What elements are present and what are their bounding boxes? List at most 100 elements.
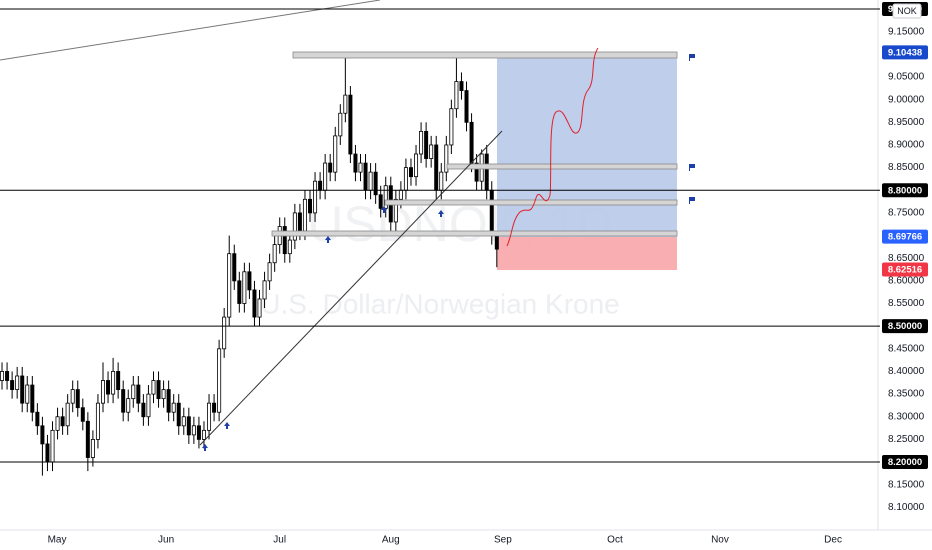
candle-body xyxy=(5,371,10,381)
watermark-description: U.S. Dollar/Norwegian Krone xyxy=(260,288,620,319)
flags xyxy=(689,54,695,204)
candle-body xyxy=(242,271,247,304)
resistance-zone xyxy=(292,51,678,59)
flag xyxy=(689,164,695,171)
price-label: 8.50000 xyxy=(888,321,922,332)
candle-body xyxy=(302,198,307,232)
candle-body xyxy=(50,429,55,463)
candle-body xyxy=(75,389,80,409)
candle-body xyxy=(464,90,469,123)
candle-body xyxy=(95,402,100,440)
candle-body xyxy=(227,253,232,318)
candle-body xyxy=(176,402,181,427)
arrow-up xyxy=(438,210,444,217)
y-tick-label: 8.40000 xyxy=(888,366,925,377)
candle-body xyxy=(121,389,126,413)
candle-body xyxy=(469,121,474,164)
arrow-up xyxy=(325,236,331,243)
drawings-back xyxy=(497,52,677,270)
x-tick-label: Nov xyxy=(711,535,729,546)
candles xyxy=(0,54,499,476)
candle-body xyxy=(403,167,408,191)
candle-body xyxy=(419,130,424,155)
candle-body xyxy=(444,144,449,173)
candle-body xyxy=(429,144,434,159)
candle-body xyxy=(0,371,5,381)
candle-body xyxy=(131,384,136,400)
y-tick-label: 8.55000 xyxy=(888,298,925,309)
projection xyxy=(506,47,599,247)
arrow-up xyxy=(202,444,208,451)
candle-body xyxy=(10,380,15,390)
y-tick-label: 8.15000 xyxy=(888,479,925,490)
candle-body xyxy=(80,407,85,422)
candle-body xyxy=(111,371,116,395)
candle-body xyxy=(414,153,419,178)
zone xyxy=(384,199,678,206)
y-tick-label: 8.65000 xyxy=(888,253,925,264)
candle-body xyxy=(191,425,196,436)
price-badge xyxy=(882,455,928,470)
candle-body xyxy=(333,135,338,173)
candle-body xyxy=(196,425,201,440)
candle-body xyxy=(272,244,277,264)
currency: NOK xyxy=(897,6,917,16)
candle-body xyxy=(363,162,368,191)
candle-body xyxy=(156,380,161,400)
candle-body xyxy=(161,389,166,400)
candle-body xyxy=(247,271,252,291)
candle-body xyxy=(449,108,454,146)
candle-body xyxy=(65,402,70,427)
candle-body xyxy=(484,153,489,191)
y-tick-label: 8.25000 xyxy=(888,434,925,445)
x-tick-label: Jul xyxy=(273,535,286,546)
candle-body xyxy=(308,198,313,214)
candle-body xyxy=(181,416,186,427)
candle-body xyxy=(373,171,378,196)
candle-body xyxy=(287,239,292,255)
price-badge xyxy=(882,262,928,277)
candle-body xyxy=(378,194,383,209)
candle-body xyxy=(343,94,348,114)
candle-body xyxy=(252,289,257,318)
candle-body xyxy=(35,411,40,427)
x-tick-label: Sep xyxy=(494,535,512,546)
price-label: 9.10438 xyxy=(888,47,922,58)
candle-body xyxy=(40,425,45,445)
flag xyxy=(689,197,695,204)
candle-body xyxy=(90,439,95,458)
candle-body xyxy=(85,420,90,458)
candle-body xyxy=(25,384,30,404)
candle-body xyxy=(434,144,439,191)
flag xyxy=(689,54,695,61)
candle-body xyxy=(201,429,206,440)
candle-body xyxy=(166,389,171,413)
candle-body xyxy=(398,189,403,200)
y-tick-label: 8.85000 xyxy=(888,162,925,173)
zone xyxy=(271,230,678,237)
y-tick-label: 8.90000 xyxy=(888,140,925,151)
candle-body xyxy=(237,280,242,304)
candle-body xyxy=(45,443,50,463)
candle-body xyxy=(212,402,217,413)
y-tick-label: 8.75000 xyxy=(888,208,925,219)
y-tick-label: 8.35000 xyxy=(888,389,925,400)
candle-body xyxy=(222,316,227,350)
candle-body xyxy=(358,162,363,173)
x-tick-label: Oct xyxy=(607,535,623,546)
candle-body xyxy=(257,298,262,318)
candle-body xyxy=(297,212,302,232)
candle-body xyxy=(439,171,444,191)
x-tick-label: May xyxy=(48,535,67,546)
y-tick-label: 9.05000 xyxy=(888,72,925,83)
candle-body xyxy=(116,371,121,390)
target-zone xyxy=(497,52,677,237)
candle-body xyxy=(338,112,343,137)
x-tick-label: Aug xyxy=(382,535,400,546)
arrow-up xyxy=(381,206,387,213)
y-tick-label: 8.95000 xyxy=(888,117,925,128)
y-tick-label: 8.45000 xyxy=(888,343,925,354)
candle-body xyxy=(207,402,212,431)
candle-body xyxy=(151,380,156,395)
candle-body xyxy=(292,212,297,241)
